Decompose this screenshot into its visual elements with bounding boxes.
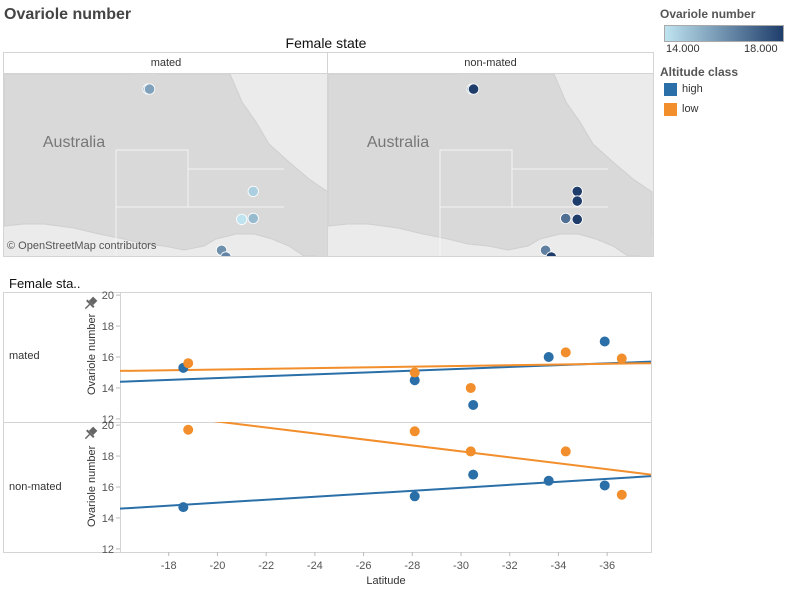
y-tick-label: 14 (102, 513, 114, 525)
dashboard-title: Ovariole number (4, 6, 132, 23)
x-tick-label: -28 (404, 560, 420, 572)
data-point-high[interactable] (409, 491, 420, 502)
y-tick-label: 12 (102, 414, 114, 426)
legend-label-low: low (682, 103, 699, 115)
x-tick-label: -20 (209, 560, 225, 572)
data-point-low[interactable] (183, 358, 194, 369)
trend-line-low (120, 362, 651, 372)
map-point (236, 213, 248, 225)
data-point-low[interactable] (465, 446, 476, 457)
map-canvas-non-mated[interactable]: Australia (328, 74, 653, 256)
map-canvas-mated[interactable]: Australia (4, 74, 328, 256)
data-point-high[interactable] (409, 375, 420, 386)
legend-swatch-high (664, 83, 677, 96)
map-point (545, 251, 557, 256)
map-point (220, 251, 232, 256)
legend-label-high: high (682, 83, 703, 95)
data-point-low[interactable] (560, 446, 571, 457)
x-tick-label: -26 (356, 560, 372, 572)
legend-swatch-low (664, 103, 677, 116)
pin-icon[interactable] (82, 425, 99, 442)
data-point-high[interactable] (599, 480, 610, 491)
pin-icon-base (86, 299, 95, 308)
map-country-label: Australia (43, 134, 105, 151)
x-axis-title: Latitude (366, 575, 405, 587)
map-panel-non-mated[interactable]: non-mated Australia (327, 52, 654, 257)
map-tasmania (312, 236, 328, 256)
map-landmass (328, 74, 653, 256)
x-tick-label: -32 (502, 560, 518, 572)
pin-icon-base (86, 429, 95, 438)
data-point-high[interactable] (178, 502, 189, 513)
color-legend-max-label: 18.000 (744, 43, 778, 55)
pin-icon-needle (84, 303, 91, 310)
x-tick-label: -22 (258, 560, 274, 572)
data-point-high[interactable] (599, 336, 610, 347)
data-point-low[interactable] (409, 367, 420, 378)
color-legend-gradient[interactable] (664, 25, 784, 42)
map-point (143, 83, 156, 95)
row-label-mated: mated (9, 350, 40, 362)
altitude-legend-title: Altitude class (660, 65, 739, 79)
x-tick-label: -24 (307, 560, 323, 572)
scatter-row-header-title[interactable]: Female sta.. (9, 276, 81, 291)
map-country-label: Australia (367, 134, 429, 151)
map-point (247, 212, 259, 224)
color-legend-title: Ovariole number (660, 7, 756, 21)
color-legend-min-label: 14.000 (666, 43, 700, 55)
map-point (247, 185, 259, 197)
trend-line-high (120, 475, 651, 510)
row-label-non-mated: non-mated (9, 481, 62, 493)
y-tick-label: 18 (102, 451, 114, 463)
pin-icon-needle (84, 433, 91, 440)
y-tick-label: 16 (102, 482, 114, 494)
data-point-high[interactable] (468, 469, 479, 480)
map-tasmania (636, 236, 652, 256)
data-point-high[interactable] (543, 352, 554, 362)
map-point (560, 212, 572, 224)
x-tick-label: -18 (161, 560, 177, 572)
data-point-high[interactable] (543, 475, 554, 486)
map-facet-title: Female state (285, 35, 367, 51)
map-point (571, 195, 583, 207)
data-point-low[interactable] (616, 353, 627, 364)
map-credit[interactable]: © OpenStreetMap contributors (7, 240, 157, 252)
data-point-low[interactable] (183, 424, 194, 435)
map-landmass (4, 74, 328, 256)
data-point-low[interactable] (409, 426, 420, 437)
y-tick-label: 20 (102, 290, 114, 302)
data-point-low[interactable] (560, 347, 571, 358)
x-tick-label: -34 (550, 560, 566, 572)
data-point-low[interactable] (465, 382, 476, 393)
y-tick-label: 14 (102, 383, 114, 395)
map-point (467, 83, 480, 95)
y-tick-label: 12 (102, 544, 114, 556)
y-tick-label: 18 (102, 321, 114, 333)
x-tick-label: -36 (599, 560, 615, 572)
y-tick-label: 16 (102, 352, 114, 364)
y-tick-label: 20 (102, 420, 114, 432)
map-panel-mated[interactable]: mated Australia (3, 52, 329, 257)
data-point-low[interactable] (616, 489, 627, 500)
x-tick-label: -30 (453, 560, 469, 572)
data-point-high[interactable] (468, 399, 479, 410)
pin-icon[interactable] (82, 295, 99, 312)
trend-line-low (212, 422, 651, 476)
map-point (571, 213, 583, 225)
